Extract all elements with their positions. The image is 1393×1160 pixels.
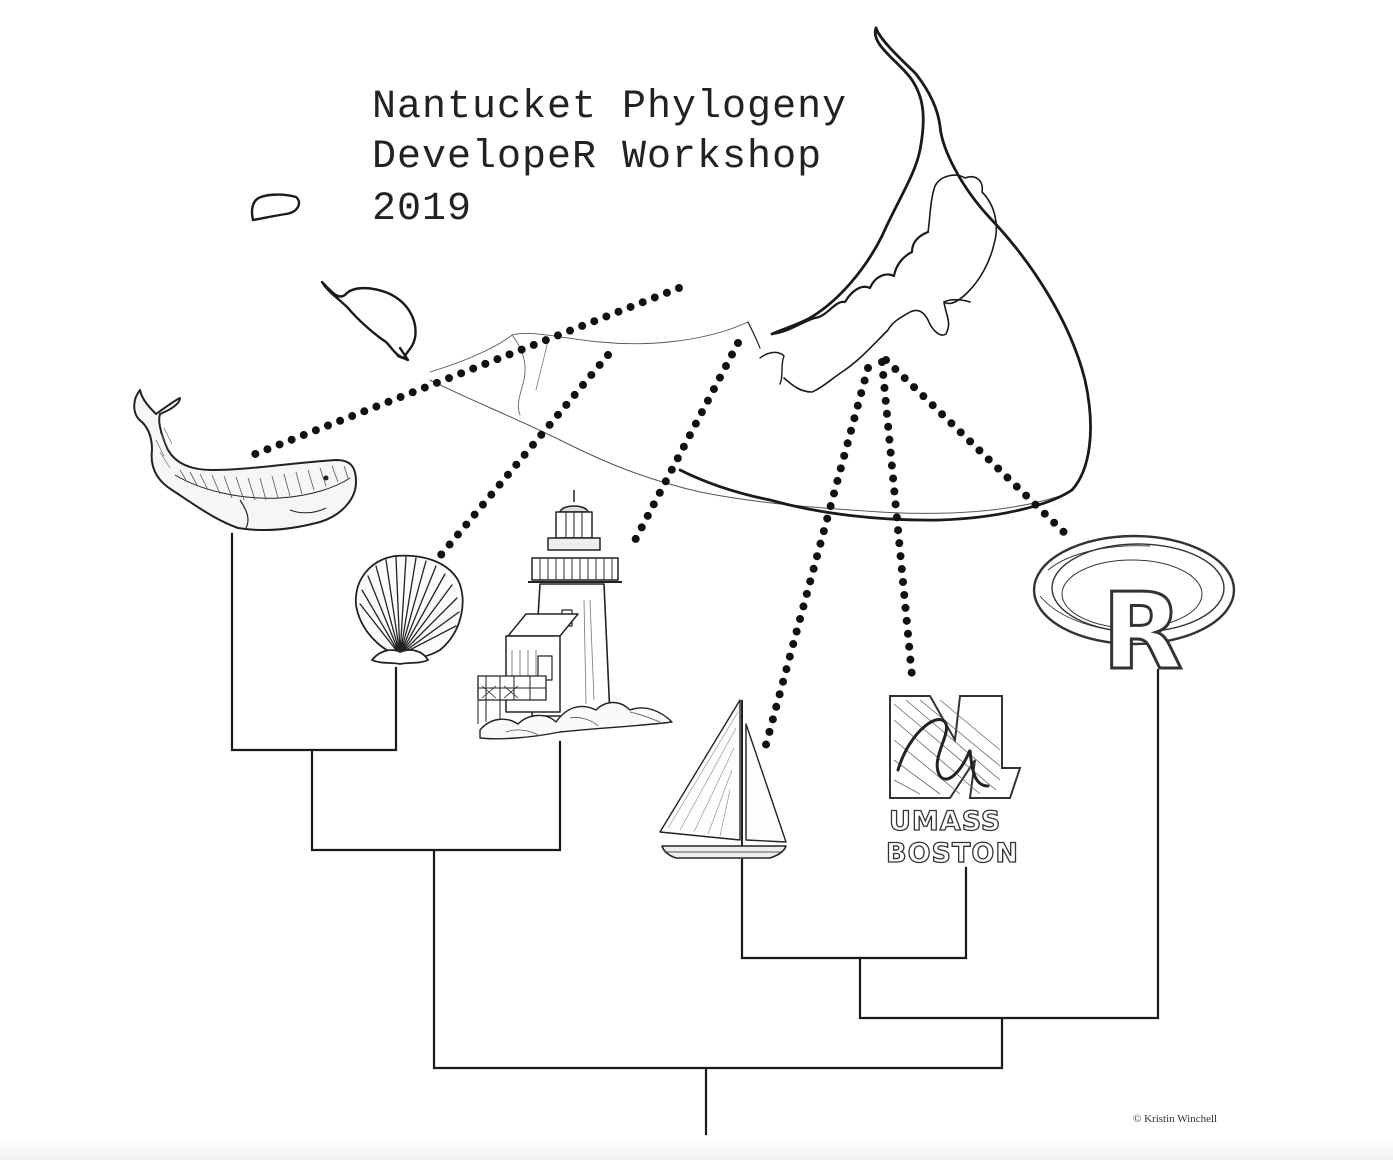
connector-shell bbox=[436, 351, 612, 560]
bottom-edge bbox=[0, 1138, 1393, 1160]
whale-icon bbox=[133, 389, 357, 531]
connector-sailboat bbox=[760, 364, 872, 756]
sailboat-icon bbox=[659, 699, 787, 859]
connector-umass bbox=[878, 358, 916, 680]
nantucket-map bbox=[250, 26, 1092, 522]
umass-line1: UMASS bbox=[889, 806, 1001, 837]
tuckernuck-island bbox=[320, 280, 417, 360]
small-island bbox=[250, 193, 301, 222]
title-line-1: Nantucket Phylogeny bbox=[372, 85, 848, 130]
connector-r bbox=[882, 356, 1076, 544]
phylogeny-tree bbox=[230, 532, 1160, 1136]
dotted-connectors bbox=[241, 284, 1076, 756]
branch-lighthouse bbox=[310, 740, 562, 852]
harbor-shoreline bbox=[770, 230, 930, 336]
branch-r bbox=[858, 668, 1160, 1020]
connector-whale bbox=[241, 284, 683, 462]
credit-text: © Kristin Winchell bbox=[1133, 1113, 1218, 1125]
branch-sailboat-umass bbox=[740, 858, 968, 960]
title-line-2: DevelopeR Workshop bbox=[372, 135, 823, 180]
island-shoreline-thin bbox=[429, 321, 749, 373]
branch-root bbox=[432, 850, 1004, 1070]
main-island bbox=[678, 26, 1092, 522]
title-line-3: 2019 bbox=[372, 187, 473, 232]
lighthouse-icon bbox=[477, 490, 673, 740]
r-logo: R bbox=[1032, 534, 1236, 695]
scallop-shell-icon bbox=[355, 554, 464, 665]
branch-whale-shell bbox=[230, 532, 398, 752]
umass-line2: BOSTON bbox=[886, 838, 1019, 869]
r-letter: R bbox=[1102, 571, 1183, 693]
umass-boston-logo: UMASS BOSTON bbox=[885, 695, 1022, 870]
connector-lighthouse bbox=[628, 339, 742, 550]
